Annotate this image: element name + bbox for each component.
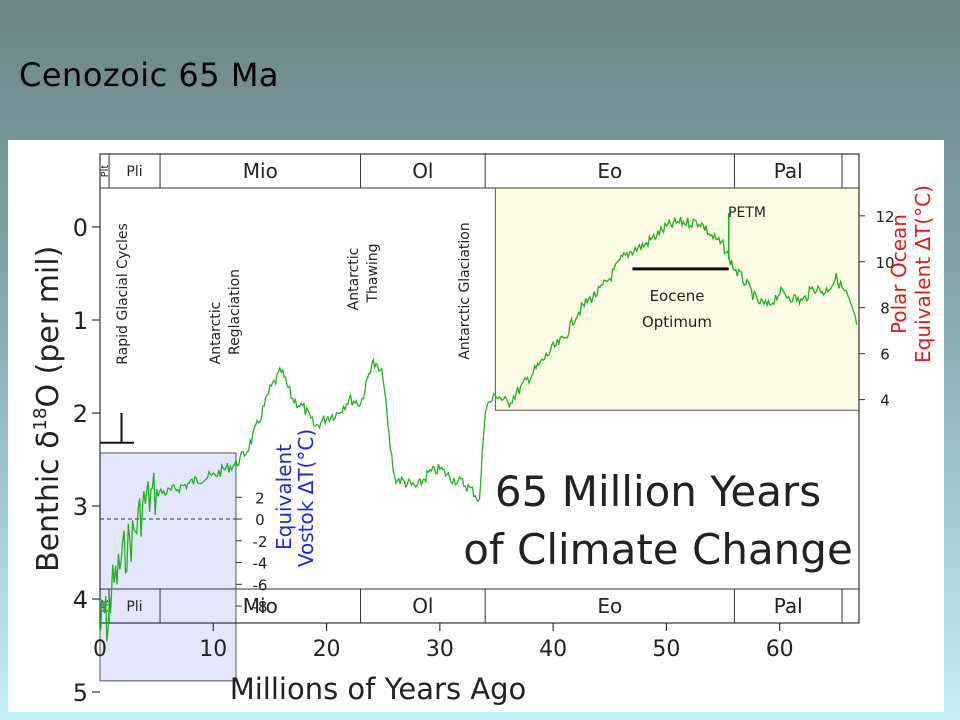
vostok-tick-label: -2 [252, 533, 267, 551]
annotation-label: Antarctic [208, 302, 224, 365]
epoch-label-top: Ol [412, 159, 433, 183]
x-tick-label: 40 [539, 637, 567, 662]
polar-tick-label: 8 [880, 300, 890, 318]
x-axis-label: Millions of Years Ago [230, 672, 527, 706]
y-tick-label: 5 [73, 679, 88, 707]
vostok-tick-label: 2 [255, 489, 265, 507]
epoch-label-bottom: Pal [774, 594, 803, 618]
chart-title-line: 65 Million Years [495, 467, 821, 516]
vostok-tick-label: -8 [252, 598, 267, 616]
annotation-label: Thawing [365, 243, 381, 303]
vostok-tick-label: -4 [252, 555, 267, 573]
epoch-label-bottom: Ol [412, 594, 433, 618]
epoch-label-bottom: Eo [597, 594, 622, 618]
polar-tick-label: 12 [875, 208, 894, 226]
polar-tick-label: 4 [880, 392, 890, 410]
polar-tick-label: 10 [875, 254, 894, 272]
rapid-glacial-bracket [100, 413, 134, 444]
vostok-shaded-box [99, 452, 237, 682]
vostok-tick-label: -6 [252, 576, 267, 594]
epoch-label-top: Pli [126, 164, 142, 180]
y-tick-label: 4 [73, 586, 88, 614]
annotation-label: Optimum [642, 313, 712, 331]
annotation-label: Reglaciation [227, 269, 243, 355]
y-tick-label: 1 [73, 307, 88, 335]
slide-title: Cenozoic 65 Ma [19, 56, 280, 94]
annotation-label: Antarctic Glaciation [457, 222, 473, 360]
polar-tick-label: 6 [880, 346, 890, 364]
y-tick-label: 3 [73, 493, 88, 521]
y-axis-label-main: Benthic δ [31, 430, 66, 572]
vostok-axis-label: Vostok ΔT(°C) [294, 429, 318, 567]
epoch-label-top: Pal [774, 159, 803, 183]
epoch-label-bottom: Mio [243, 594, 278, 618]
epoch-label-top: Eo [597, 159, 622, 183]
y-axis-label-rest: O (per mil) [31, 246, 66, 408]
x-tick-label: 60 [766, 637, 794, 662]
chart-title-line: of Climate Change [463, 525, 853, 574]
vostok-tick-label: 0 [255, 511, 265, 529]
y-tick-label: 0 [73, 214, 88, 242]
polar-axis-label: Equivalent ΔT(°C) [911, 185, 935, 363]
vostok-axis-label: Equivalent [272, 444, 296, 550]
x-tick-label: 0 [93, 637, 107, 662]
epoch-label-top: Plt [100, 165, 111, 178]
epoch-label-top: Mio [243, 159, 278, 183]
y-axis-label: Benthic δ18O (per mil) [30, 246, 66, 572]
plot-frame [99, 153, 860, 624]
y-axis-label-sup: 18 [30, 408, 51, 431]
x-tick-label: 10 [199, 637, 227, 662]
chart-panel: Plt Pli Mio Ol Eo Pal Plt Pli Mio Ol Eo Pal 0 10 20 30 4… [8, 140, 944, 712]
annotation-label: Rapid Glacial Cycles [115, 223, 131, 365]
annotation-label: Antarctic [346, 248, 362, 311]
x-tick-label: 50 [652, 637, 680, 662]
x-tick-label: 30 [426, 637, 454, 662]
y-tick-label: 2 [73, 400, 88, 428]
x-tick-label: 20 [313, 637, 341, 662]
epoch-label-bottom: Pli [126, 599, 142, 615]
annotation-label: Eocene [650, 287, 705, 305]
annotation-label: PETM [728, 205, 766, 221]
polar-axis-label: Polar Ocean [887, 214, 911, 334]
